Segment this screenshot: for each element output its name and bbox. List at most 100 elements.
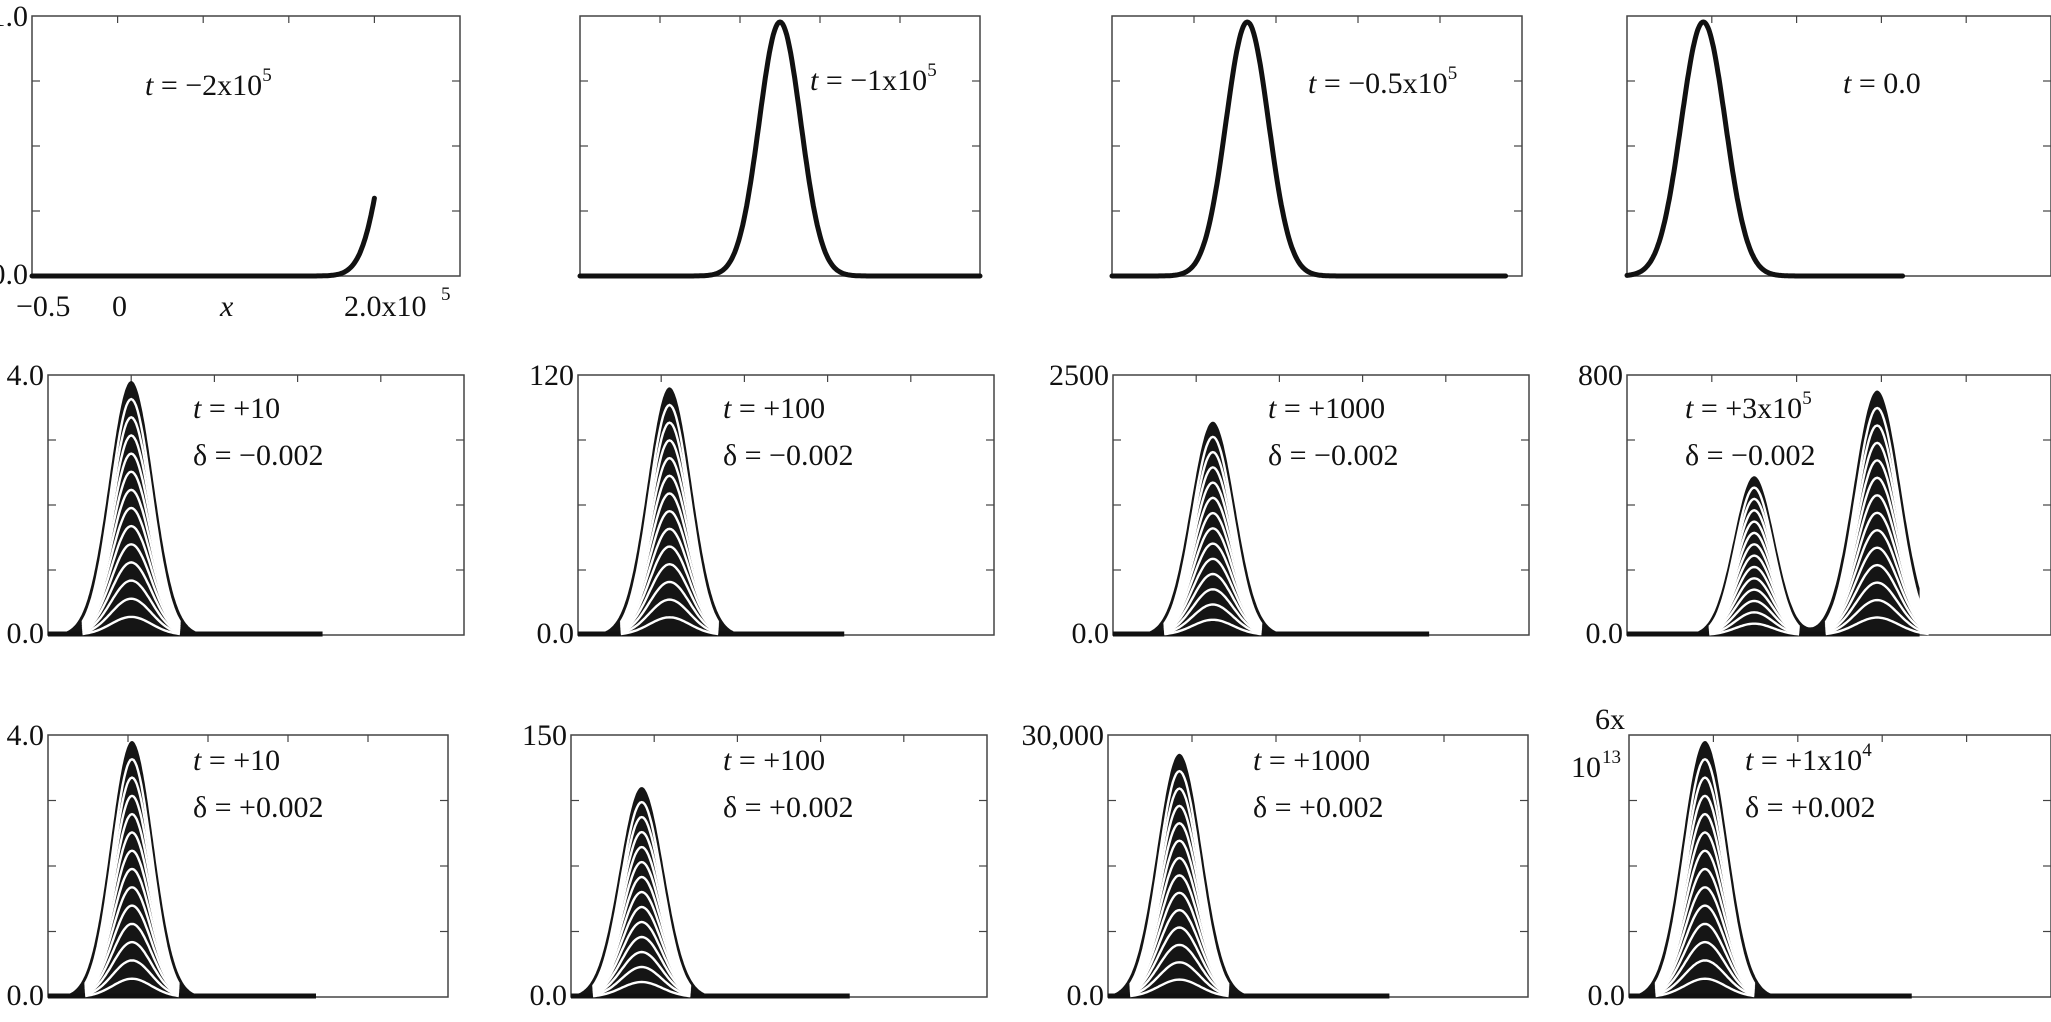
solution-envelope [571,787,850,997]
oscillation-line [1825,563,1930,633]
oscillation-line [84,922,180,994]
oscillation-line [592,860,692,991]
plot-frame [31,15,461,277]
oscillation-line [1129,908,1230,994]
y-tick-label-bottom: 0.0 [1067,979,1105,1012]
oscillation-line [1824,476,1930,628]
oscillation-line [1163,527,1263,630]
oscillation-line [1163,603,1262,635]
solution-curve [577,19,983,279]
panel-r2c2: 30,000 0.0 t = +1000 δ = +0.002 [1022,719,1529,1012]
oscillation-line [620,562,719,633]
oscillation-line [592,890,692,993]
oscillation-line [84,959,180,997]
oscillation-line [1164,618,1262,636]
time-annotation: t = 0.0 [1843,67,1921,100]
oscillation-line [592,800,692,987]
x-axis-label: x [219,290,234,323]
oscillation-line [1824,494,1930,629]
oscillation-line [1825,581,1930,634]
y-tick-label-top: 4.0 [7,359,45,392]
oscillation-line [1708,577,1800,633]
oscillation-line [620,509,719,629]
oscillation-line [1129,856,1230,991]
oscillation-line [84,904,180,993]
oscillation-line [1163,511,1263,630]
oscillation-line [1129,874,1230,992]
oscillation-line [619,474,720,627]
oscillation-line [81,524,181,630]
time-annotation: t = −0.5x105 [1308,63,1457,100]
oscillation-line [1708,565,1800,633]
x-tick-label-right: 2.0x10 [344,290,427,323]
oscillation-line [1129,769,1230,985]
x-tick-label-superscript: 5 [441,284,451,305]
y-tick-label-top-exp: 10 [1571,751,1601,784]
y-tick-label-bottom: 0.0 [1586,617,1624,650]
oscillation-line [81,561,181,632]
oscillation-line [1708,543,1800,631]
oscillation-line [1825,528,1930,631]
solution-curve [1109,19,1509,279]
oscillation-line [84,831,180,989]
oscillation-line [1708,554,1800,632]
oscillation-line [620,616,719,636]
panel-r0c1: t = −1x105 [577,15,983,279]
oscillation-line [1655,959,1755,997]
oscillation-line [1824,406,1930,623]
oscillation-line [592,875,692,992]
oscillation-line [1825,616,1929,636]
oscillation-line [81,543,181,631]
x-tick-label-left: −0.5 [16,290,70,323]
oscillation-line [1654,867,1756,991]
panel-r1c0: 4.0 0.0 t = +10 δ = −0.002 [7,359,465,650]
oscillation-line [592,965,691,997]
oscillation-line [1163,588,1262,634]
oscillation-line [84,757,180,985]
oscillation-line [1655,940,1755,996]
delta-annotation: δ = −0.002 [1268,439,1398,472]
solution-envelope [1108,753,1390,997]
delta-annotation: δ = +0.002 [723,791,853,824]
oscillation-line [1654,757,1756,985]
oscillation-line [620,527,719,630]
x-tick-label-zero: 0 [112,290,127,323]
y-tick-label-top: 4.0 [7,719,45,752]
delta-annotation: δ = +0.002 [193,791,323,824]
oscillation-line [592,935,691,995]
oscillation-line [1709,622,1800,636]
plot-frame [1111,15,1523,277]
y-tick-label-top: 800 [1578,359,1623,392]
time-annotation: t = −1x105 [810,60,937,97]
solution-curve [29,195,377,279]
oscillation-line [1654,849,1756,990]
delta-annotation: δ = −0.002 [723,439,853,472]
panel-r0c2: t = −0.5x105 [1109,15,1523,279]
oscillation-line [1655,922,1755,994]
delta-annotation: δ = −0.002 [193,439,323,472]
delta-annotation: δ = −0.002 [1685,439,1815,472]
y-tick-label-top: 120 [529,359,574,392]
y-tick-label-bottom: 0.0 [1588,979,1626,1012]
solution-curve [1624,19,1906,279]
oscillation-line [81,506,181,629]
y-tick-label-top: 30,000 [1022,719,1105,752]
oscillation-line [620,580,719,634]
oscillation-line [81,470,181,627]
oscillation-line [1825,598,1929,635]
y-tick-label-bottom: 0.0 [1072,617,1110,650]
oscillation-line [82,615,181,636]
oscillation-line [620,545,719,632]
panel-r2c0: 4.0 0.0 t = +10 δ = +0.002 [7,719,449,1012]
panel-r1c3: 800 0.0 t = +3x105 δ = −0.002 [1578,359,2051,650]
oscillation-line [1130,978,1229,998]
time-annotation: t = +10 [193,744,280,777]
oscillation-line [1129,961,1229,997]
oscillation-line [1129,943,1229,996]
solution-envelope [48,381,323,635]
oscillation-line [1163,572,1262,633]
oscillation-line [1708,599,1800,635]
time-annotation: t = +100 [723,744,825,777]
oscillation-line [81,397,181,623]
